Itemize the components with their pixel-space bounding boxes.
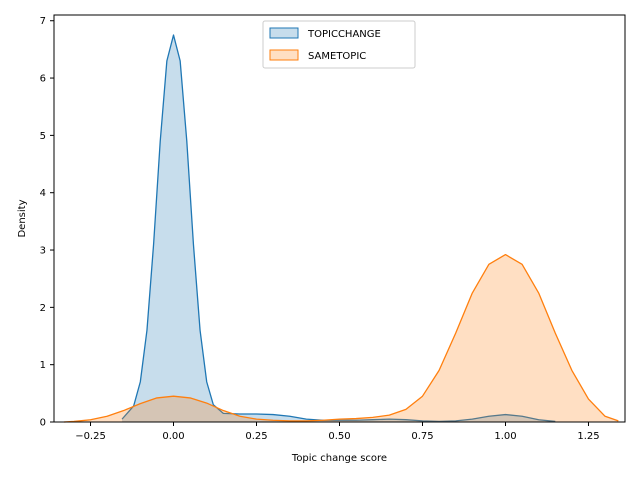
y-tick-label: 1 — [40, 360, 46, 371]
plot-area — [53, 14, 626, 423]
legend-label-topicchange: TOPICCHANGE — [307, 29, 381, 40]
legend-label-sametopic: SAMETOPIC — [308, 51, 366, 62]
series-line-sametopic — [63, 253, 619, 423]
series-area-sametopic — [63, 254, 619, 422]
legend-box — [262, 20, 416, 69]
x-tick-label: 1.00 — [494, 431, 516, 442]
x-tick-label: 0.50 — [328, 431, 350, 442]
y-tick-label: 7 — [40, 16, 46, 27]
series-line-topicchange — [121, 34, 556, 423]
x-tick-label: −0.25 — [75, 431, 106, 442]
y-tick-label: 0 — [40, 418, 46, 429]
y-tick-label: 6 — [40, 74, 46, 85]
x-axis: −0.25 0.00 0.25 0.50 0.75 1.00 1.25 — [75, 422, 600, 442]
x-axis-title: Topic change score — [291, 453, 387, 464]
legend-swatch-topicchange — [269, 27, 299, 39]
legend: TOPICCHANGE SAMETOPIC — [262, 20, 416, 69]
x-tick-label: 0.25 — [245, 431, 267, 442]
series-area-topicchange — [122, 35, 556, 423]
legend-swatch-sametopic — [269, 49, 299, 61]
y-tick-label: 3 — [40, 246, 46, 257]
y-axis-title: Density — [17, 199, 28, 237]
x-tick-label: 0.75 — [411, 431, 433, 442]
x-tick-label: 0.00 — [162, 431, 184, 442]
x-tick-label: 1.25 — [577, 431, 599, 442]
y-tick-label: 2 — [40, 303, 46, 314]
y-tick-label: 4 — [40, 188, 46, 199]
y-axis: 0 1 2 3 4 5 6 7 — [40, 16, 54, 429]
y-tick-label: 5 — [40, 131, 46, 142]
